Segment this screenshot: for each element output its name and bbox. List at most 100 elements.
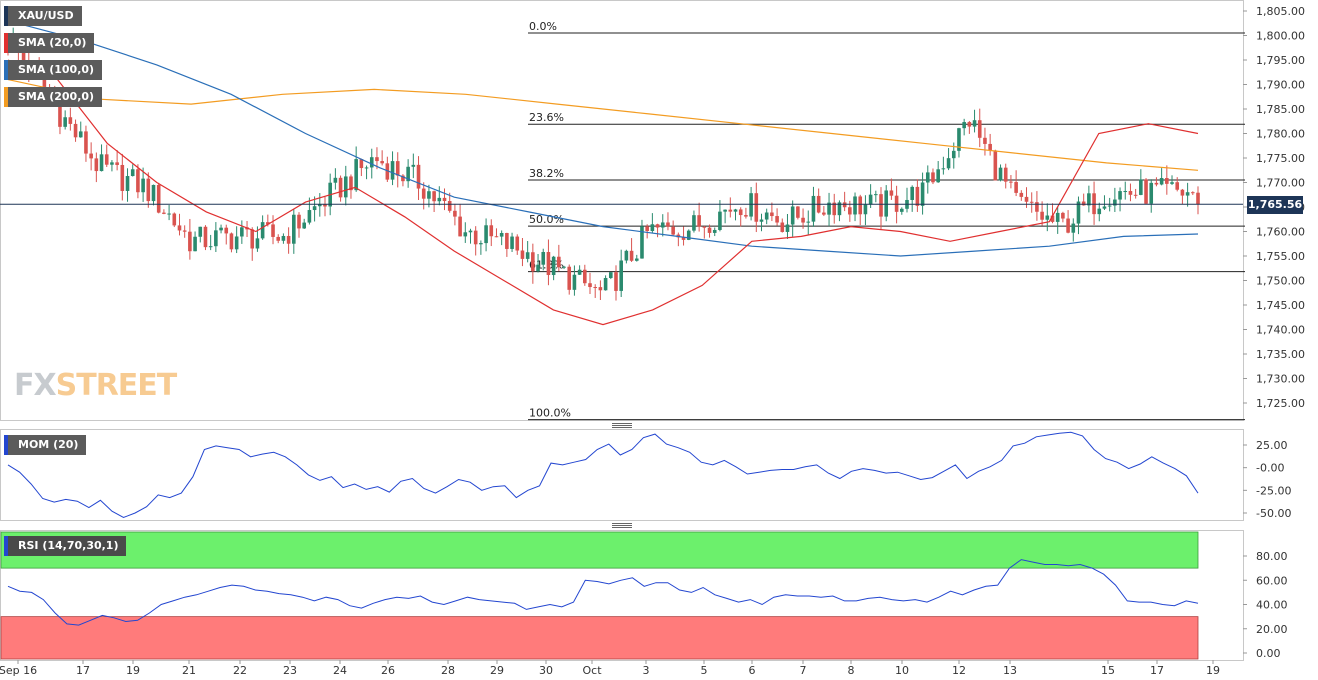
- candle-body: [598, 287, 603, 291]
- pane-resize-handle-rsi[interactable]: [612, 523, 632, 529]
- candle-body: [853, 196, 857, 215]
- candle-body: [151, 184, 156, 202]
- candle-body: [1191, 192, 1195, 194]
- candle-body: [177, 225, 182, 231]
- time-tick-label: Sep 16: [0, 664, 37, 677]
- candle-body: [1055, 212, 1060, 222]
- mom-ytick-label: -0.00: [1256, 462, 1284, 475]
- candle-body: [1165, 178, 1169, 184]
- price-ytick-label: 1,795.00: [1256, 54, 1305, 67]
- price-ytick-label: 1,725.00: [1256, 397, 1305, 410]
- candle-body: [260, 222, 265, 239]
- rsi-ytick-label: 20.00: [1256, 623, 1288, 636]
- legend-sma100[interactable]: SMA (100,0): [4, 60, 103, 80]
- candle-body: [453, 210, 457, 217]
- candle-body: [364, 167, 369, 169]
- candle-body: [629, 250, 634, 261]
- time-tick-label: 21: [182, 664, 196, 677]
- price-ytick-label: 1,770.00: [1256, 177, 1305, 190]
- candle-body: [1071, 223, 1076, 233]
- candle-body: [723, 209, 727, 212]
- candle-body: [884, 190, 889, 217]
- candle-body: [323, 204, 327, 207]
- candle-body: [858, 196, 863, 215]
- candle-body: [240, 227, 244, 237]
- candle-body: [505, 233, 509, 249]
- candle-body: [946, 158, 951, 169]
- candle-body: [832, 202, 837, 216]
- candle-body: [920, 182, 925, 206]
- candle-body: [58, 104, 62, 127]
- legend-sma200-label: SMA (200,0): [18, 90, 95, 103]
- price-ytick-label: 1,735.00: [1256, 348, 1305, 361]
- candle-body: [1066, 218, 1070, 233]
- price-ytick-label: 1,775.00: [1256, 152, 1305, 165]
- mom-ytick-label: 25.00: [1256, 439, 1288, 452]
- candle-body: [411, 164, 416, 167]
- candle-body: [395, 161, 400, 176]
- candle-body: [78, 131, 83, 138]
- rsi-ytick-label: 40.00: [1256, 599, 1288, 612]
- time-tick-label: 15: [1101, 664, 1115, 677]
- candle-body: [208, 246, 213, 248]
- legend-sma100-label: SMA (100,0): [18, 63, 95, 76]
- candle-body: [640, 226, 644, 259]
- candle-body: [484, 225, 488, 244]
- mom-ytick-label: -25.00: [1256, 484, 1291, 497]
- candle-body: [1128, 191, 1133, 195]
- time-tick-label: 6: [749, 664, 756, 677]
- candle-body: [489, 225, 494, 237]
- legend-mom[interactable]: MOM (20): [4, 435, 87, 455]
- candle-body: [531, 252, 535, 272]
- candle-body: [567, 266, 572, 290]
- candle-body: [957, 128, 961, 151]
- candle-body: [369, 157, 374, 168]
- candle-body: [697, 215, 701, 227]
- fxstreet-watermark: FXSTREET: [14, 368, 177, 403]
- candle-body: [842, 202, 847, 208]
- time-tick-label: 17: [76, 664, 90, 677]
- candle-body: [634, 258, 639, 261]
- candle-body: [276, 236, 281, 241]
- candle-body: [1107, 205, 1112, 207]
- rsi-ytick-label: 80.00: [1256, 550, 1288, 563]
- pane-resize-handle-mom[interactable]: [612, 423, 632, 429]
- candle-body: [385, 163, 390, 180]
- candle-body: [915, 186, 920, 206]
- fib-level-label: 100.0%: [529, 407, 571, 420]
- time-tick-label: 23: [283, 664, 297, 677]
- candle-body: [312, 206, 317, 211]
- candle-body: [983, 137, 987, 144]
- legend-sma200[interactable]: SMA (200,0): [4, 87, 103, 107]
- legend-symbol[interactable]: XAU/USD: [4, 6, 82, 26]
- candle-body: [546, 252, 551, 276]
- legend-rsi-label: RSI (14,70,30,1): [18, 539, 119, 552]
- legend-sma20[interactable]: SMA (20,0): [4, 33, 95, 53]
- legend-mom-swatch: [4, 435, 8, 455]
- rsi-oversold-zone: [0, 616, 1199, 660]
- candle-body: [1123, 191, 1128, 193]
- candle-body: [401, 175, 405, 182]
- candle-body: [562, 266, 566, 268]
- candle-body: [234, 236, 239, 250]
- candle-body: [702, 226, 707, 228]
- candle-body: [583, 269, 587, 284]
- pane-mom: [0, 429, 1244, 521]
- time-tick-label: 17: [1150, 664, 1164, 677]
- candle-body: [1076, 201, 1081, 224]
- candle-body: [645, 226, 649, 231]
- candle-body: [427, 191, 431, 199]
- price-ytick-label: 1,780.00: [1256, 128, 1305, 141]
- candle-body: [167, 213, 171, 215]
- legend-rsi[interactable]: RSI (14,70,30,1): [4, 536, 127, 556]
- candle-body: [416, 164, 421, 189]
- candle-body: [68, 117, 73, 124]
- candle-body: [317, 204, 322, 207]
- candle-body: [63, 117, 67, 127]
- candle-body: [214, 230, 218, 247]
- candle-body: [333, 177, 338, 183]
- time-tick-label: 7: [800, 664, 807, 677]
- candle-body: [614, 272, 618, 291]
- candle-body: [941, 168, 946, 170]
